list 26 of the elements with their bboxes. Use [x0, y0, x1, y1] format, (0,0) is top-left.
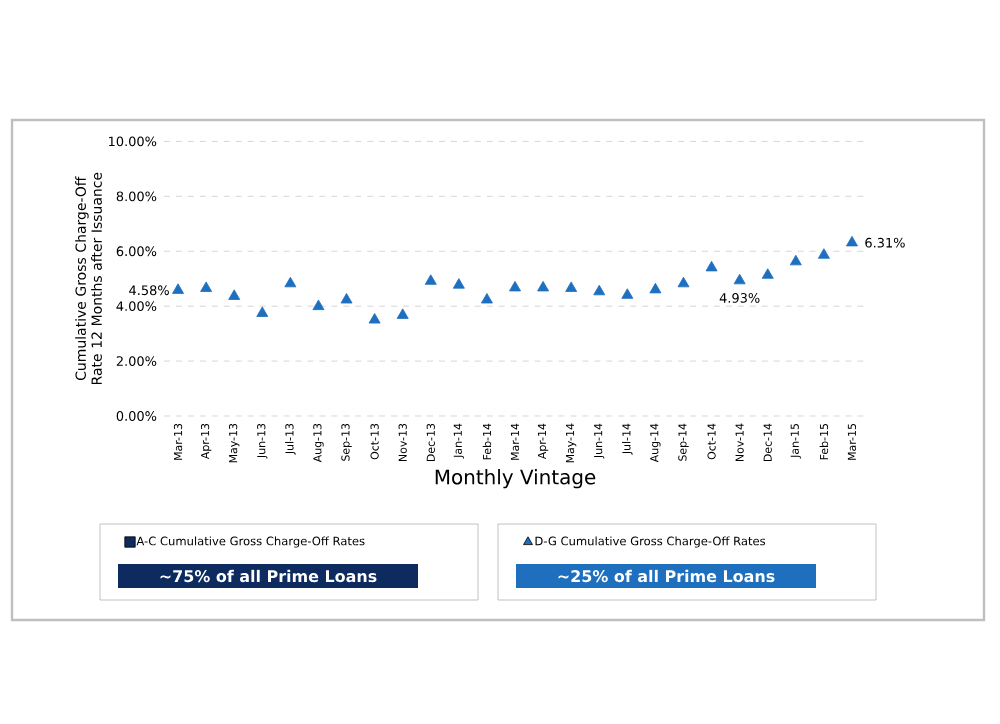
- point: [284, 276, 297, 288]
- point: [452, 278, 465, 289]
- point: [172, 283, 184, 294]
- point: [593, 284, 606, 296]
- point: [368, 313, 381, 324]
- x-axis-title: Monthly Vintage: [435, 469, 596, 489]
- point: [200, 281, 213, 292]
- point: [846, 235, 858, 247]
- point: [537, 280, 550, 292]
- point: [340, 293, 353, 304]
- point: [509, 280, 521, 292]
- point: [228, 289, 241, 300]
- point: [565, 281, 578, 292]
- point: [256, 306, 269, 317]
- point: [705, 260, 718, 272]
- point: [424, 274, 437, 285]
- point: [649, 282, 662, 294]
- point: [621, 288, 634, 299]
- point: [761, 268, 774, 279]
- point: [789, 254, 802, 266]
- point: [817, 248, 830, 259]
- point: [677, 276, 690, 288]
- point: [733, 273, 746, 285]
- point: [312, 299, 325, 311]
- point: [480, 293, 493, 304]
- point: [396, 308, 409, 319]
